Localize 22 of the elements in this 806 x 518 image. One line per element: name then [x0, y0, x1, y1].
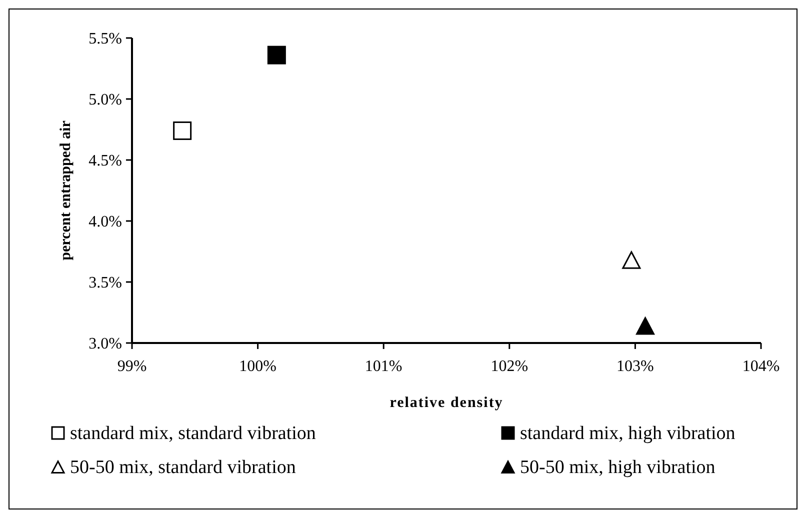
- x-tick-label: 101%: [364, 358, 402, 375]
- y-tick-label: 5.5%: [88, 30, 122, 48]
- y-tick-label: 4.0%: [88, 214, 122, 230]
- legend-label: standard mix, standard vibration: [70, 423, 316, 444]
- y-tick-label: 3.5%: [88, 274, 122, 292]
- legend-label: 50-50 mix, high vibration: [520, 457, 716, 478]
- point: [622, 251, 641, 269]
- y-tick-label: 3.0%: [88, 336, 122, 352]
- x-tick-label: 104%: [742, 358, 780, 375]
- y-axis-title: percent entrapped air: [58, 120, 74, 260]
- y-tick-label: 5.0%: [88, 92, 122, 108]
- legend-label: 50-50 mix, standard vibration: [70, 457, 296, 478]
- x-axis-title: relative density: [390, 395, 504, 411]
- x-tick-label: 102%: [490, 358, 528, 375]
- point: [267, 46, 286, 64]
- x-tick-label: 103%: [616, 358, 654, 375]
- y-tick-label: 4.5%: [88, 152, 122, 170]
- x-tick-label: 100%: [239, 358, 276, 375]
- point: [636, 317, 655, 335]
- point: [173, 121, 192, 140]
- x-tick-label: 99%: [117, 358, 147, 375]
- legend-label: standard mix, high vibration: [520, 423, 736, 444]
